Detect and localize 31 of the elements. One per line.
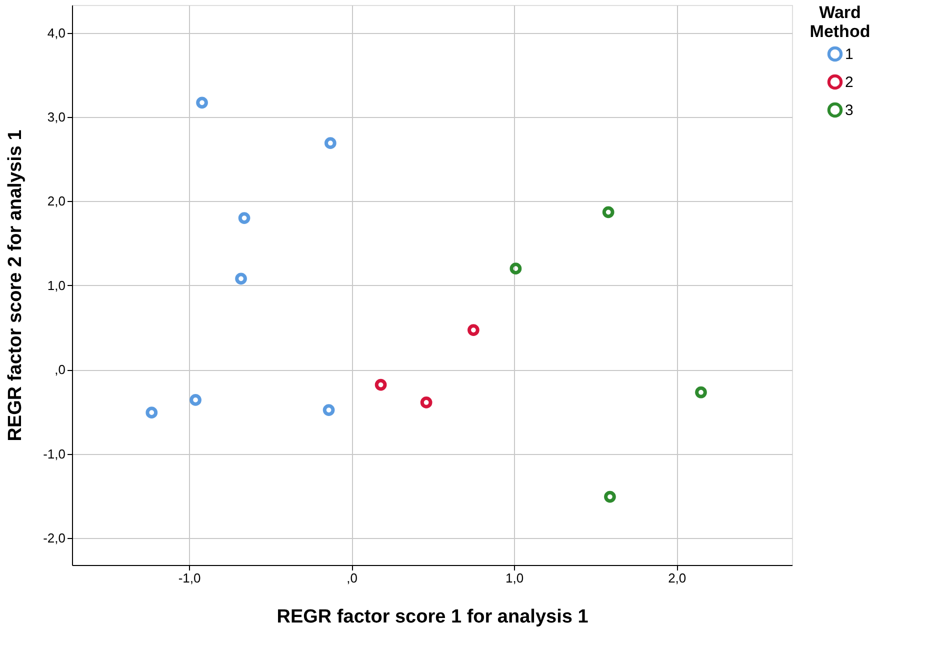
y-tick-label: -2,0 [43, 530, 66, 546]
legend-label: 1 [845, 46, 854, 63]
point [196, 96, 208, 109]
x-tick-label: ,0 [346, 570, 358, 586]
point [322, 404, 335, 416]
y-tick-label: 1,0 [47, 278, 66, 293]
y-tick-label: ,0 [54, 362, 66, 378]
point [604, 490, 616, 503]
point [602, 206, 614, 218]
point [190, 394, 202, 406]
y-tick-label: 3,0 [47, 110, 66, 124]
point [374, 378, 387, 391]
legend-label: 2 [845, 74, 854, 91]
point [324, 137, 336, 150]
x-tick-label: 1,0 [506, 570, 524, 586]
y-axis-title: REGR factor score 2 for analysis 1 [5, 129, 26, 442]
point [235, 272, 247, 285]
x-axis-title: REGR factor score 1 for analysis 1 [276, 606, 589, 628]
x-tick-label: 2,0 [668, 570, 686, 586]
y-tick-label: 2,0 [47, 194, 66, 209]
point [420, 396, 432, 408]
point [510, 262, 522, 275]
point [695, 386, 707, 398]
y-tick-label: 4,0 [47, 25, 66, 40]
legend-label: 3 [845, 102, 854, 119]
point [146, 406, 158, 419]
x-tick-label: -1,0 [178, 570, 201, 586]
point [468, 324, 480, 336]
point [238, 212, 250, 224]
legend-title: Ward Method [810, 3, 870, 41]
y-tick-label: -1,0 [43, 446, 66, 462]
